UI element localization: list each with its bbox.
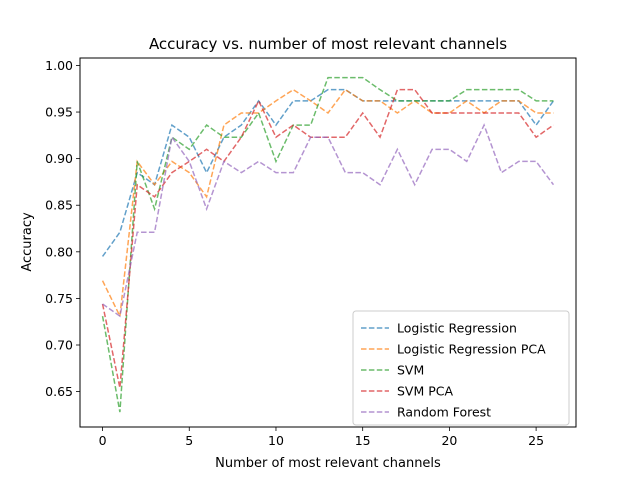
series-line-1 (101, 88, 554, 319)
legend-label-2: SVM (397, 363, 424, 378)
legend-label-0: Logistic Regression (397, 321, 517, 336)
plot-lines (101, 76, 555, 413)
x-axis-ticks: 0 5 10 15 20 25 (99, 427, 544, 448)
y-tick-label: 0.85 (45, 198, 73, 213)
x-tick-label: 0 (99, 433, 107, 448)
y-tick-label: 0.70 (45, 338, 73, 353)
series-line-0 (101, 88, 555, 257)
series-line-4 (102, 123, 555, 318)
plot-area-frame (79, 57, 577, 428)
y-axis-ticks: 0.65 0.70 0.75 0.80 0.85 0.90 0.95 1.00 (45, 58, 80, 399)
x-tick-label: 20 (441, 433, 457, 448)
legend: Logistic Regression Logistic Regression P… (352, 310, 570, 426)
series-line-3 (101, 88, 554, 389)
x-tick-label: 10 (268, 433, 284, 448)
legend-label-1: Logistic Regression PCA (397, 342, 546, 357)
legend-box (352, 310, 570, 426)
series-line-2 (101, 76, 554, 413)
x-tick-label: 15 (355, 433, 371, 448)
y-tick-label: 0.65 (45, 384, 73, 399)
x-tick-label: 5 (185, 433, 193, 448)
y-tick-label: 0.95 (45, 105, 73, 120)
y-tick-label: 0.75 (45, 291, 73, 306)
y-axis-label: Accuracy (20, 212, 35, 272)
legend-label-3: SVM PCA (397, 384, 454, 399)
y-tick-label: 1.00 (45, 58, 73, 73)
x-tick-label: 25 (528, 433, 544, 448)
legend-label-4: Random Forest (397, 405, 491, 420)
chart-title: Accuracy vs. number of most relevant cha… (149, 35, 507, 53)
y-tick-label: 0.80 (45, 244, 73, 259)
x-axis-label: Number of most relevant channels (215, 456, 441, 471)
y-tick-label: 0.90 (45, 151, 73, 166)
